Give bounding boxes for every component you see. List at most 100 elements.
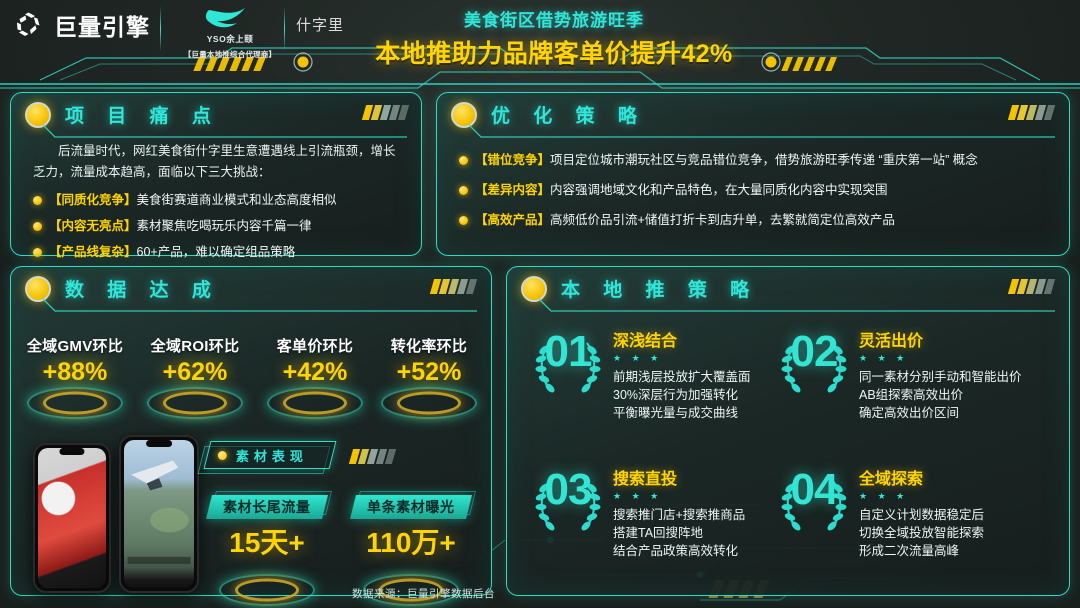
phone-mockup-1 xyxy=(33,443,111,593)
metric-card-0: 全域GMV环比 +88% xyxy=(15,335,135,418)
header-elbow-line xyxy=(42,298,477,312)
strategy-card-number: 03 xyxy=(544,465,593,514)
header-elbow-line xyxy=(42,124,407,138)
metric-ring-icon xyxy=(267,388,363,418)
pain-points-header: 项 目 痛 点 xyxy=(25,101,220,128)
creative-performance-tag: 素材表现 xyxy=(197,441,337,474)
strategy-card-line: 确定高效出价区间 xyxy=(859,406,960,420)
strategy-card-line: 自定义计划数据稳定后 xyxy=(859,508,985,522)
strategy-item-1: 【差异内容】内容强调地域文化和产品特色，在大量同质化内容中实现突围 xyxy=(459,181,1059,199)
bullet-dot-icon xyxy=(459,216,468,225)
agency-name: YSO余上颐 xyxy=(206,34,254,44)
pain-points-title: 项 目 痛 点 xyxy=(65,106,220,127)
pain-item-2: 【产品线复杂】60+产品，难以确定组品策略 xyxy=(33,243,405,261)
page-header: 巨量引擎 YSO余上颐 【巨量本地推综合代理商】 什字里 美食街区借势旅游旺季 … xyxy=(0,0,1080,84)
strategy-card-line: 切换全域投放智能探索 xyxy=(859,526,985,540)
metric-ring-icon xyxy=(147,388,243,418)
local-strategy-panel: 本 地 推 策 略 xyxy=(506,266,1070,596)
metric-card-1: 全域ROI环比 +62% xyxy=(135,335,255,418)
data-results-title: 数 据 达 成 xyxy=(65,280,220,301)
strategy-card-number: 02 xyxy=(790,327,839,376)
pain-intro: 后流量时代，网红美食街什字里生意遭遇线上引流瓶颈，增长乏力，流量成本趋高，面临以… xyxy=(33,144,396,179)
creative-metric-value: 15天+ xyxy=(229,527,305,558)
phone-notch xyxy=(146,440,172,447)
bullet-dot-icon xyxy=(33,222,42,231)
strategy-card-0: 01 深浅结合 ★ ★ ★ 前期浅层投放扩大覆盖面 30%深层行为加强转化 平衡… xyxy=(529,325,751,422)
progress-bars xyxy=(361,105,410,120)
strategy-item-key: 【差异内容】 xyxy=(475,183,551,197)
laurel-wreath-icon: 04 xyxy=(775,463,853,539)
metric-card-2: 客单价环比 +42% xyxy=(255,335,375,418)
optimization-header: 优 化 策 略 xyxy=(451,101,646,128)
strategy-item-text: 高频低价品引流+储值打折卡到店升单，去繁就简定位高效产品 xyxy=(550,213,895,227)
creative-metric-1: 单条素材曝光 110万+ xyxy=(350,491,476,605)
strategy-card-title: 深浅结合 xyxy=(613,333,678,350)
metric-label: 客单价环比 xyxy=(276,338,354,355)
metric-label: 转化率环比 xyxy=(390,338,468,355)
phone-notch xyxy=(59,448,85,455)
panel-dot-icon xyxy=(451,101,477,128)
metric-ring-icon xyxy=(27,388,123,418)
metric-value: +88% xyxy=(42,358,108,386)
strategy-card-line: 搭建TA回搜阵地 xyxy=(613,526,704,540)
data-results-panel: 数 据 达 成 全域GMV环比 +88% 全域ROI环比 +62% 客单价环比 … xyxy=(10,266,492,596)
panel-dot-icon xyxy=(521,275,547,302)
headline-block: 美食街区借势旅游旺季 本地推助力品牌客单价提升42% xyxy=(344,6,764,70)
progress-bars xyxy=(1007,279,1056,294)
strategy-card-line: 形成二次流量高峰 xyxy=(859,544,960,558)
local-strategy-header: 本 地 推 策 略 xyxy=(521,275,758,302)
phone-mockup-2 xyxy=(119,435,199,593)
laurel-wreath-icon: 02 xyxy=(775,325,853,401)
strategy-item-0: 【错位竞争】项目定位城市潮玩社区与竞品错位竞争，借势旅游旺季传递 “重庆第一站”… xyxy=(459,151,1059,169)
strategy-card-stars: ★ ★ ★ xyxy=(613,491,663,501)
data-source-note: 数据来源：巨量引擎数据后台 xyxy=(352,588,495,600)
strategy-card-2: 03 搜索直投 ★ ★ ★ 搜索推门店+搜索推商品 搭建TA回搜阵地 结合产品政… xyxy=(529,463,745,560)
strategy-card-stars: ★ ★ ★ xyxy=(859,491,909,501)
pain-item-0: 【同质化竞争】美食街赛道商业模式和业态高度相似 xyxy=(33,191,405,209)
pain-item-1: 【内容无亮点】素材聚焦吃喝玩乐内容千篇一律 xyxy=(33,217,405,235)
bullet-dot-icon xyxy=(33,196,42,205)
metric-value: +62% xyxy=(162,358,228,386)
pain-item-text: 美食街赛道商业模式和业态高度相似 xyxy=(136,193,337,207)
juliang-logo-text: 巨量引擎 xyxy=(54,14,150,40)
tag-dot-icon xyxy=(218,450,227,460)
headline-title: 本地推助力品牌客单价提升42% xyxy=(375,40,733,68)
pain-points-panel: 项 目 痛 点 后流量时代，网红美食街什字里生意遭遇线上引流瓶颈，增长乏力，流量… xyxy=(10,92,422,259)
juliang-logo-icon xyxy=(14,10,44,40)
juliang-logo: 巨量引擎 xyxy=(14,8,150,42)
pain-item-text: 60+产品，难以确定组品策略 xyxy=(136,245,296,259)
metric-ring-icon xyxy=(222,575,312,605)
metric-value: +52% xyxy=(396,358,462,386)
progress-bars xyxy=(1007,105,1056,120)
agency-logo: YSO余上颐 【巨量本地推综合代理商】 xyxy=(176,6,284,60)
creative-metric-0: 素材长尾流量 15天+ xyxy=(206,491,332,605)
strategy-card-line: AB组探索高效出价 xyxy=(859,388,964,402)
header-elbow-line xyxy=(538,298,1055,312)
pain-item-text: 素材聚焦吃喝玩乐内容千篇一律 xyxy=(136,219,312,233)
panel-dot-icon xyxy=(25,101,51,128)
strategy-card-title: 搜索直投 xyxy=(613,471,678,488)
bullet-dot-icon xyxy=(459,186,468,195)
strategy-card-3: 04 全域探索 ★ ★ ★ 自定义计划数据稳定后 切换全域投放智能探索 形成二次… xyxy=(775,463,984,560)
strategy-item-key: 【错位竞争】 xyxy=(475,153,551,167)
creative-metric-value: 110万+ xyxy=(366,527,456,558)
strategy-card-stars: ★ ★ ★ xyxy=(613,353,663,363)
creative-metric-pill: 单条素材曝光 xyxy=(350,495,472,519)
creative-metric-label: 单条素材曝光 xyxy=(367,499,455,515)
headline-subtitle: 美食街区借势旅游旺季 xyxy=(464,11,644,30)
strategy-card-line: 30%深层行为加强转化 xyxy=(613,388,739,402)
local-strategy-title: 本 地 推 策 略 xyxy=(561,280,759,301)
strategy-card-line: 前期浅层投放扩大覆盖面 xyxy=(613,370,751,384)
progress-bars xyxy=(429,279,478,294)
metric-label: 全域GMV环比 xyxy=(26,338,124,355)
agency-subtitle: 【巨量本地推综合代理商】 xyxy=(183,50,277,59)
panel-dot-icon xyxy=(25,275,51,302)
strategy-card-title: 灵活出价 xyxy=(859,333,924,350)
strategy-card-line: 结合产品政策高效转化 xyxy=(613,544,739,558)
strategy-card-line: 搜索推门店+搜索推商品 xyxy=(613,508,746,522)
strategy-item-2: 【高效产品】高频低价品引流+储值打折卡到店升单，去繁就简定位高效产品 xyxy=(459,211,1059,229)
strategy-card-stars: ★ ★ ★ xyxy=(859,353,909,363)
pain-item-key: 【内容无亮点】 xyxy=(49,219,137,233)
strategy-item-key: 【高效产品】 xyxy=(475,213,551,227)
